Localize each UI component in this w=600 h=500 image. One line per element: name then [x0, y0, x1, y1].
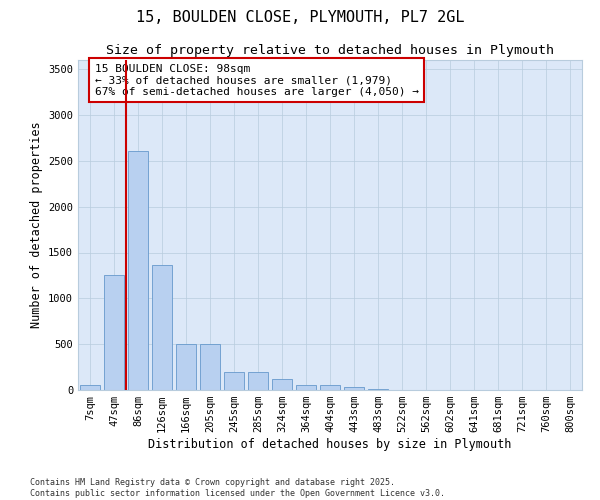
Bar — [128, 151, 148, 390]
Bar — [368, 388, 388, 390]
Bar — [224, 372, 244, 390]
Y-axis label: Number of detached properties: Number of detached properties — [29, 122, 43, 328]
Bar — [320, 386, 340, 390]
Title: Size of property relative to detached houses in Plymouth: Size of property relative to detached ho… — [106, 44, 554, 58]
Text: 15, BOULDEN CLOSE, PLYMOUTH, PL7 2GL: 15, BOULDEN CLOSE, PLYMOUTH, PL7 2GL — [136, 10, 464, 25]
X-axis label: Distribution of detached houses by size in Plymouth: Distribution of detached houses by size … — [148, 438, 512, 451]
Bar — [296, 384, 316, 390]
Bar — [80, 386, 100, 390]
Text: Contains HM Land Registry data © Crown copyright and database right 2025.
Contai: Contains HM Land Registry data © Crown c… — [30, 478, 445, 498]
Bar — [200, 344, 220, 390]
Text: 15 BOULDEN CLOSE: 98sqm
← 33% of detached houses are smaller (1,979)
67% of semi: 15 BOULDEN CLOSE: 98sqm ← 33% of detache… — [95, 64, 419, 97]
Bar — [152, 266, 172, 390]
Bar — [272, 380, 292, 390]
Bar — [248, 372, 268, 390]
Bar — [344, 387, 364, 390]
Bar — [176, 344, 196, 390]
Bar — [104, 276, 124, 390]
